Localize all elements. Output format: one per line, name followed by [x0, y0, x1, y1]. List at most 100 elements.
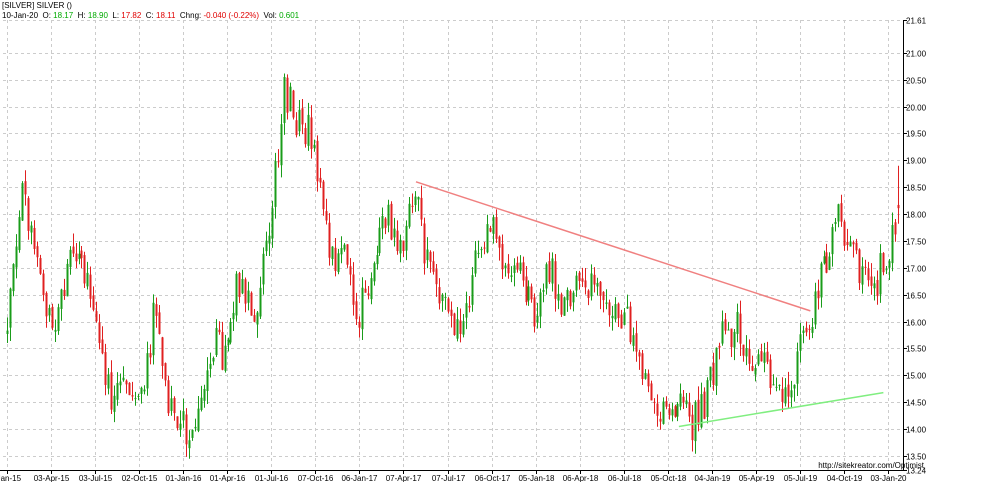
candle	[75, 242, 78, 269]
candle-body	[474, 250, 477, 274]
candle-body	[33, 227, 36, 249]
candle-body	[709, 366, 712, 381]
candle	[167, 375, 170, 417]
candle	[447, 297, 450, 314]
candle-body	[560, 294, 563, 315]
candle-body	[191, 429, 194, 438]
candle	[852, 240, 855, 258]
candle-body	[176, 416, 179, 429]
candle-body	[80, 250, 83, 259]
candle-body	[235, 273, 238, 316]
candle	[271, 200, 274, 248]
candle	[653, 398, 656, 414]
candle-body	[811, 326, 814, 333]
candle-body	[665, 401, 668, 407]
candle	[545, 262, 548, 295]
candle	[122, 366, 125, 382]
change-value: -0.040 (-0.22%)	[203, 11, 260, 20]
candle-body	[796, 351, 799, 384]
candle-body	[274, 161, 277, 207]
candle	[778, 384, 781, 391]
candle-body	[15, 246, 18, 268]
candle	[238, 271, 241, 303]
candle	[119, 373, 122, 394]
candle	[527, 280, 530, 306]
candle	[188, 430, 191, 459]
candle	[42, 269, 45, 302]
x-tick-label: 03-Jul-15	[79, 474, 113, 482]
candle	[227, 337, 230, 352]
candle-body	[703, 391, 706, 419]
candle	[346, 244, 349, 268]
candle-body	[137, 395, 140, 397]
candle	[179, 410, 182, 437]
candle	[659, 411, 662, 430]
y-tick-label: 17.00	[906, 265, 927, 274]
candle	[376, 245, 379, 270]
candle	[676, 401, 679, 422]
candle	[352, 262, 355, 316]
candle-body	[671, 409, 674, 416]
candle-body	[513, 265, 516, 273]
x-tick-label: 06-Jul-18	[608, 474, 642, 482]
candle	[229, 317, 232, 345]
candle	[742, 344, 745, 362]
candle	[468, 296, 471, 313]
candle	[831, 223, 834, 267]
candle	[378, 217, 381, 256]
candle-body	[95, 311, 98, 322]
candle-body	[48, 307, 51, 316]
candle-body	[775, 386, 778, 388]
candle-body	[685, 400, 688, 405]
candle	[247, 281, 250, 311]
candle	[668, 403, 671, 420]
candle	[435, 263, 438, 297]
candle-body	[462, 321, 465, 335]
candle	[417, 196, 420, 212]
candle	[89, 266, 92, 308]
candle	[241, 269, 244, 295]
candle	[200, 385, 203, 412]
candle	[128, 382, 131, 396]
candle	[185, 408, 188, 457]
candle	[459, 308, 462, 343]
candle-body	[864, 266, 867, 268]
candle	[757, 349, 760, 367]
candle	[203, 384, 206, 408]
candle-body	[349, 266, 352, 275]
candle-body	[784, 387, 787, 404]
candle-body	[650, 383, 653, 401]
candle-body	[593, 274, 596, 285]
candle	[113, 385, 116, 423]
x-tick-label: 01-Jul-16	[255, 474, 289, 482]
candle	[754, 364, 757, 382]
candle-body	[885, 269, 888, 271]
candle-body	[805, 327, 808, 333]
candle-body	[626, 306, 629, 309]
candle-body	[608, 302, 611, 316]
candle-body	[63, 289, 66, 296]
candle-body	[334, 247, 337, 271]
candle-body	[861, 266, 864, 285]
close-value: 18.11	[156, 11, 176, 20]
candle	[647, 369, 650, 393]
candle	[745, 335, 748, 366]
candle-body	[51, 306, 54, 328]
candle	[212, 356, 215, 366]
candle	[525, 265, 528, 306]
volume-label: Vol:	[263, 11, 277, 20]
candle-body	[551, 258, 554, 284]
candle	[855, 238, 858, 255]
candle-body	[676, 403, 679, 417]
candle-body	[116, 383, 119, 400]
candle	[349, 258, 352, 286]
candle	[834, 217, 837, 232]
candle	[656, 394, 659, 427]
candle-body	[447, 298, 450, 312]
candle	[897, 165, 900, 224]
candle	[495, 209, 498, 244]
candle	[232, 301, 235, 331]
y-tick-label: 18.50	[906, 184, 927, 193]
candle	[510, 266, 513, 283]
